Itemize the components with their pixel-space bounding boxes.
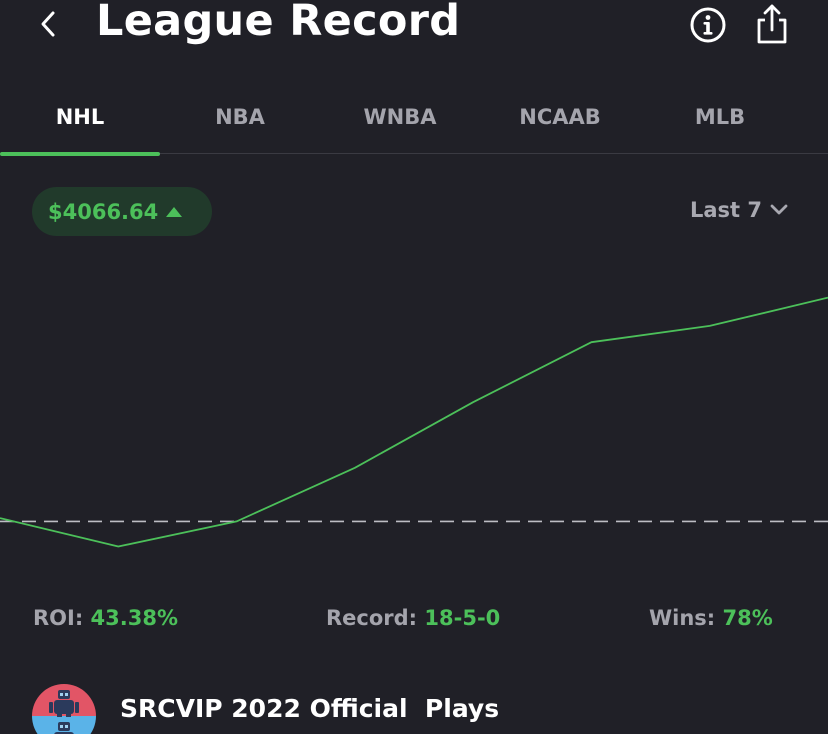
record-stat: Record: 18-5-0 (326, 606, 500, 630)
chevron-left-icon (41, 11, 55, 37)
info-button[interactable] (688, 5, 728, 45)
tab-label: WNBA (363, 105, 437, 129)
profit-line-chart (0, 296, 828, 548)
balance-value: $4066.64 (48, 199, 159, 224)
share-icon (757, 4, 787, 44)
record-value: 18-5-0 (424, 606, 501, 630)
tab-wnba[interactable]: WNBA (320, 80, 480, 154)
robot-logo-icon (32, 684, 96, 734)
active-tab-indicator (0, 152, 160, 156)
stats-row: ROI: 43.38% Record: 18-5-0 Wins: 78% (0, 606, 828, 638)
roi-label: ROI: (33, 606, 84, 630)
tab-label: NBA (215, 105, 265, 129)
roi-value: 43.38% (90, 606, 179, 630)
range-selected-label: Last 7 (690, 198, 763, 222)
header: League Record (0, 0, 828, 66)
chevron-down-icon (770, 204, 788, 215)
wins-stat: Wins: 78% (649, 606, 773, 630)
avatar (32, 684, 96, 734)
back-button[interactable] (30, 6, 66, 42)
tab-label: MLB (694, 105, 746, 129)
tab-mlb[interactable]: MLB (640, 80, 800, 154)
roi-stat: ROI: 43.38% (33, 606, 178, 630)
tab-ncaab[interactable]: NCAAB (480, 80, 640, 154)
plays-title: SRCVIP 2022 Official Plays (120, 694, 500, 723)
info-icon (690, 7, 726, 43)
wins-value: 78% (722, 606, 773, 630)
tab-nhl[interactable]: NHL (0, 80, 160, 156)
tab-label: NCAAB (519, 105, 601, 129)
tab-label: NHL (55, 105, 105, 129)
balance-badge: $4066.64 (32, 187, 212, 236)
record-label: Record: (326, 606, 418, 630)
triangle-up-icon (166, 206, 183, 217)
league-tabs: NHL NBA WNBA NCAAB MLB (0, 80, 828, 156)
share-button[interactable] (752, 2, 792, 46)
page-title: League Record (96, 0, 461, 46)
wins-label: Wins: (649, 606, 716, 630)
chart-series-line (0, 296, 828, 548)
range-dropdown[interactable]: Last 7 (690, 198, 788, 222)
plays-list-item[interactable]: SRCVIP 2022 Official Plays (0, 680, 828, 734)
tab-nba[interactable]: NBA (160, 80, 320, 154)
